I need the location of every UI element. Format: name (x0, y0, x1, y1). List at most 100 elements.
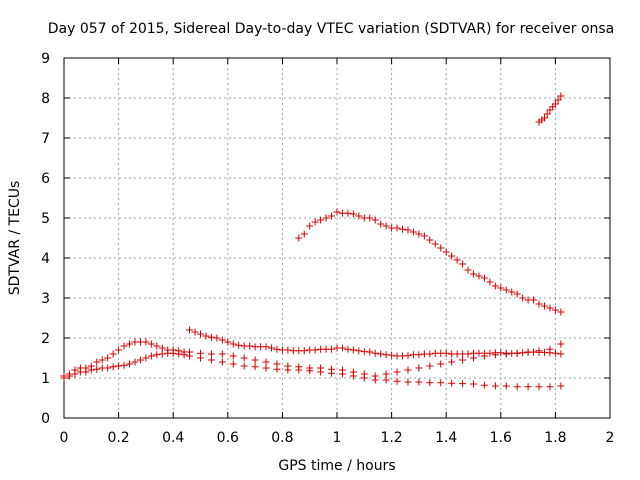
data-point (349, 210, 357, 218)
data-point (360, 374, 368, 382)
data-point (328, 212, 336, 220)
y-tick-label: 5 (41, 211, 50, 227)
data-point (186, 352, 194, 360)
data-point (371, 376, 379, 384)
data-point (235, 341, 243, 349)
x-tick-label: 0.8 (271, 430, 293, 446)
data-point (530, 296, 538, 304)
data-point (284, 346, 292, 354)
data-point (426, 236, 434, 244)
data-point (180, 351, 188, 359)
data-point (317, 368, 325, 376)
data-point (191, 328, 199, 336)
data-point (202, 332, 210, 340)
series-track-arc (295, 208, 565, 316)
data-point (104, 364, 112, 372)
data-point (218, 350, 226, 358)
y-tick-label: 9 (41, 51, 50, 67)
data-point (240, 354, 248, 362)
x-tick-label: 0.6 (217, 430, 239, 446)
data-point (448, 358, 456, 366)
data-point (115, 346, 123, 354)
data-point (382, 376, 390, 384)
data-point (557, 382, 565, 390)
data-point (426, 379, 434, 387)
data-point (109, 350, 117, 358)
data-point (377, 350, 385, 358)
x-tick-label: 1.6 (490, 430, 512, 446)
data-point (442, 248, 450, 256)
data-point (65, 372, 73, 380)
series-track-upper-right (535, 92, 565, 126)
data-point (557, 308, 565, 316)
data-point (540, 302, 548, 310)
x-tick-label: 1.4 (435, 430, 457, 446)
data-point (197, 354, 204, 362)
data-points (60, 92, 565, 391)
data-point (415, 351, 423, 359)
data-point (459, 356, 467, 364)
data-point (409, 228, 417, 236)
chart-title: Day 057 of 2015, Sidereal Day-to-day VTE… (48, 21, 615, 37)
data-point (437, 379, 445, 387)
data-point (470, 270, 477, 278)
data-point (453, 256, 461, 264)
data-point (98, 356, 106, 364)
data-point (109, 363, 117, 371)
data-point (207, 356, 215, 364)
y-tick-label: 8 (41, 91, 50, 107)
data-point (431, 240, 439, 248)
data-point (551, 349, 559, 357)
data-point (93, 358, 101, 366)
data-point (502, 382, 510, 390)
data-point (153, 351, 161, 359)
data-point (344, 345, 352, 353)
x-tick-label: 1.2 (380, 430, 402, 446)
data-point (197, 330, 204, 338)
data-point (186, 326, 194, 334)
data-point (273, 365, 281, 373)
y-tick-label: 3 (41, 291, 50, 307)
data-point (93, 365, 101, 373)
data-point (382, 370, 390, 378)
data-point (377, 220, 385, 228)
data-point (415, 378, 423, 386)
x-tick-labels: 0 0.2 0.4 0.6 0.8 1 1.2 1.4 1.6 1.8 2 (60, 430, 615, 446)
data-point (448, 252, 456, 260)
data-point (82, 368, 90, 376)
data-point (404, 366, 412, 374)
data-point (551, 100, 559, 108)
series-track-b (60, 349, 565, 391)
data-point (229, 352, 237, 360)
data-point (366, 348, 374, 356)
data-point (355, 347, 363, 355)
data-point (420, 232, 428, 240)
y-tick-label: 4 (41, 251, 50, 267)
data-point (147, 352, 155, 360)
data-point (229, 340, 237, 348)
data-point (311, 346, 319, 354)
data-point (306, 367, 314, 375)
data-point (557, 340, 565, 348)
data-point (262, 343, 270, 351)
data-point (393, 368, 401, 376)
data-point (169, 349, 177, 357)
data-point (464, 266, 472, 274)
data-point (300, 347, 308, 355)
data-point (251, 363, 259, 371)
data-point (153, 342, 161, 350)
data-point (147, 340, 155, 348)
data-point (338, 370, 346, 378)
data-point (508, 288, 516, 296)
data-point (136, 356, 144, 364)
data-point (267, 344, 275, 352)
data-point (328, 345, 336, 353)
data-point (71, 370, 79, 378)
data-point (551, 306, 559, 314)
data-point (459, 380, 467, 388)
data-point (459, 260, 467, 268)
x-tick-label: 1 (333, 430, 342, 446)
data-point (388, 351, 396, 359)
data-point (371, 349, 379, 357)
